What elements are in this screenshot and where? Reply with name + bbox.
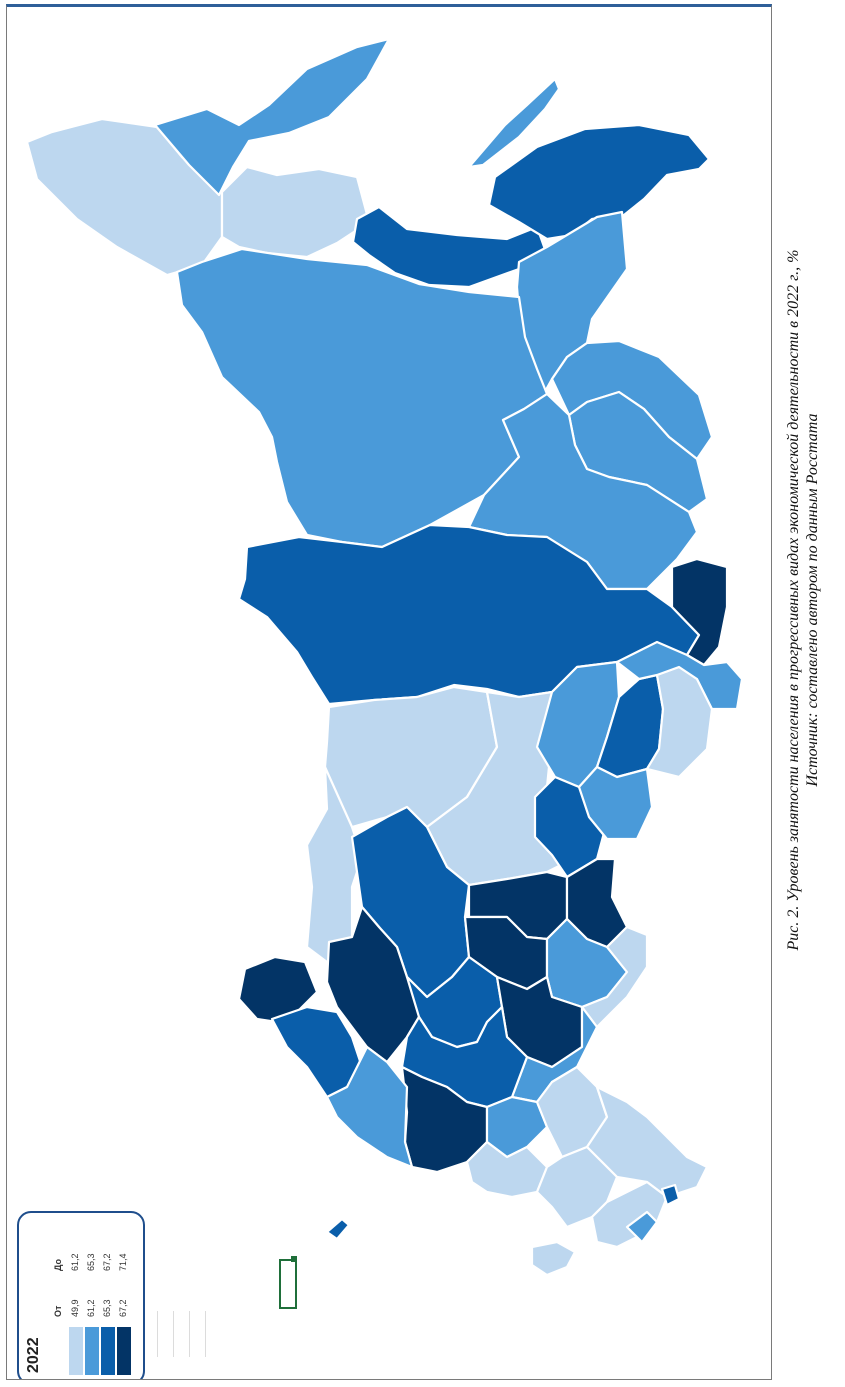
legend: 2022 От До 49,9 61,2 61,2 65,3 65,3 67,2… [17, 1211, 145, 1379]
legend-row: 49,9 61,2 [69, 1217, 83, 1375]
legend-row: 65,3 67,2 [101, 1217, 115, 1375]
legend-from: 61,2 [86, 1299, 96, 1317]
legend-row: 67,2 71,4 [117, 1217, 131, 1375]
legend-swatch [69, 1327, 83, 1375]
faint-line [173, 1311, 174, 1357]
legend-swatch [101, 1327, 115, 1375]
legend-col-to: До [53, 1258, 63, 1271]
region-exclave-west [325, 1217, 351, 1241]
legend-col-from: От [53, 1305, 63, 1317]
legend-to: 71,4 [118, 1253, 128, 1271]
region-island-northeast [467, 77, 561, 169]
region-exclave-south [530, 1240, 577, 1277]
selection-handle[interactable] [279, 1259, 297, 1309]
legend-to: 65,3 [86, 1253, 96, 1271]
legend-swatch [85, 1327, 99, 1375]
legend-to: 67,2 [102, 1253, 112, 1271]
faint-line [205, 1311, 206, 1357]
map-frame: 2022 От До 49,9 61,2 61,2 65,3 65,3 67,2… [6, 4, 772, 1380]
selection-handle-dot[interactable] [291, 1256, 297, 1262]
region-west-island [153, 37, 391, 197]
region-middle-east-6 [577, 765, 654, 841]
region-northwest-light [220, 165, 371, 259]
region-small-southeast [660, 1183, 681, 1207]
region-east-dark [670, 557, 729, 667]
region-southwest-mid [325, 1045, 414, 1169]
region-northern-peninsula [487, 123, 711, 241]
faint-line [157, 1311, 158, 1357]
legend-row: 61,2 65,3 [85, 1217, 99, 1375]
caption-source: Источник: составлено автором по данным Р… [804, 413, 821, 787]
region-south-coast-mid [625, 1210, 659, 1244]
legend-to: 61,2 [70, 1253, 80, 1271]
choropleth-map [25, 37, 744, 1277]
legend-swatch [117, 1327, 131, 1375]
legend-from: 67,2 [118, 1299, 128, 1317]
legend-from: 65,3 [102, 1299, 112, 1317]
faint-line [189, 1311, 190, 1357]
legend-title: 2022 [25, 1337, 42, 1373]
legend-from: 49,9 [70, 1299, 80, 1317]
region-south-light-east [580, 925, 649, 1029]
region-middle-east-4 [615, 640, 744, 711]
caption-title: Рис. 2. Уровень занятости населения в пр… [785, 249, 802, 951]
figure-caption: Рис. 2. Уровень занятости населения в пр… [784, 50, 844, 1150]
